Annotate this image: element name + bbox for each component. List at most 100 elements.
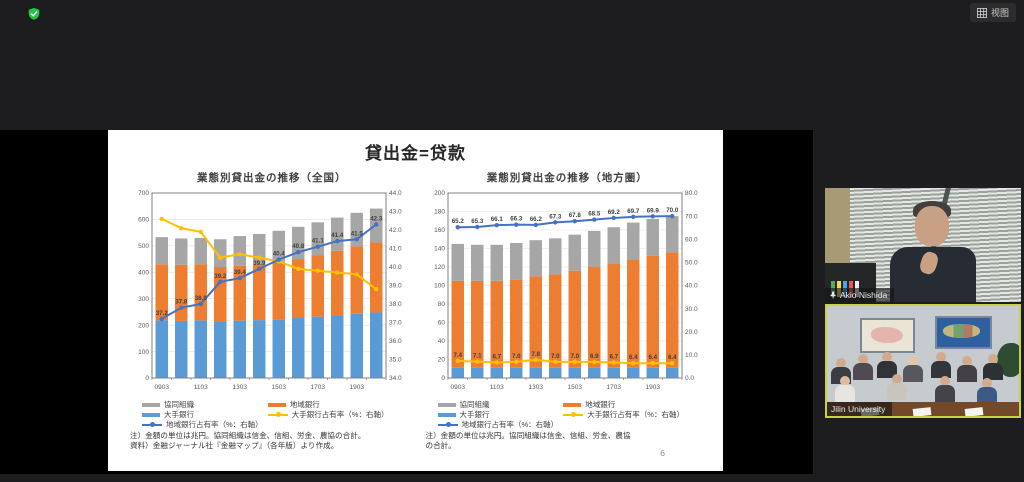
svg-text:1703: 1703 xyxy=(606,384,621,391)
svg-text:66.1: 66.1 xyxy=(490,216,503,223)
legend-item: 大手銀行 xyxy=(437,410,564,419)
classroom-background xyxy=(827,306,1019,416)
legend-label: 協同組織 xyxy=(164,400,194,409)
svg-text:41.5: 41.5 xyxy=(351,230,364,237)
participant-video-panel: Akio Nishida Jilin Universit xyxy=(825,188,1021,420)
svg-text:30.0: 30.0 xyxy=(685,306,698,313)
svg-text:7.0: 7.0 xyxy=(511,353,520,360)
grid-view-icon xyxy=(976,7,987,18)
legend-item: 地域銀行 xyxy=(267,400,416,409)
security-shield-icon[interactable] xyxy=(27,7,41,21)
svg-text:200: 200 xyxy=(434,190,445,197)
svg-text:20: 20 xyxy=(437,357,445,364)
svg-text:41.1: 41.1 xyxy=(312,238,325,245)
svg-text:38.0: 38.0 xyxy=(389,301,402,308)
svg-text:37.2: 37.2 xyxy=(156,310,169,317)
bar-swatch-icon xyxy=(437,412,456,417)
china-wall-map xyxy=(859,318,916,354)
chart-national-title: 業態別貸出金の推移（全国） xyxy=(197,172,347,184)
legend-item: 協同組織 xyxy=(142,400,268,409)
svg-text:70.0: 70.0 xyxy=(685,213,698,220)
legend-label: 地域銀行占有率（%：右軸） xyxy=(461,420,559,429)
svg-text:6.4: 6.4 xyxy=(628,354,637,361)
chart-national-legend: 協同組織 地域銀行大手銀行 大手銀行占有率（%：右軸） 地域銀行占有率（%：右軸） xyxy=(142,400,416,429)
svg-text:39.2: 39.2 xyxy=(214,273,227,280)
legend-label: 地域銀行 xyxy=(289,400,320,409)
svg-text:6.7: 6.7 xyxy=(492,354,501,361)
svg-text:35.0: 35.0 xyxy=(389,357,402,364)
svg-text:140: 140 xyxy=(434,246,445,253)
svg-text:43.0: 43.0 xyxy=(389,209,402,216)
chart-regional-plot: 0 20 40 60 80 100 120 140 160 180 200 0.0 10.0 20.0 30… xyxy=(434,190,698,391)
bar-swatch-icon xyxy=(437,402,456,407)
legend-item: 協同組織 xyxy=(437,400,564,409)
audience-person xyxy=(957,356,977,382)
svg-text:37.8: 37.8 xyxy=(175,299,188,306)
audience-person xyxy=(887,374,907,400)
svg-text:65.3: 65.3 xyxy=(471,218,484,225)
chart-national-plot: 0 100 200 300 400 500 600 700 34.0 35.0 36.0 37.0 38… xyxy=(138,190,402,391)
svg-text:0903: 0903 xyxy=(155,384,170,391)
svg-text:66.2: 66.2 xyxy=(529,216,542,223)
svg-text:34.0: 34.0 xyxy=(389,375,402,382)
svg-text:20.0: 20.0 xyxy=(685,329,698,336)
svg-text:120: 120 xyxy=(434,264,445,271)
slide-page-number: 6 xyxy=(660,448,665,458)
svg-text:0: 0 xyxy=(145,375,149,382)
speaker-face xyxy=(915,206,950,247)
svg-text:1303: 1303 xyxy=(528,384,543,391)
svg-text:42.3: 42.3 xyxy=(370,215,383,222)
svg-text:6.7: 6.7 xyxy=(609,354,618,361)
chart-regional-title: 業態別貸出金の推移（地方圏） xyxy=(486,172,648,184)
svg-text:50.0: 50.0 xyxy=(685,260,698,267)
line-swatch-icon xyxy=(563,412,584,417)
legend-label: 地域銀行 xyxy=(585,400,616,409)
chart-national-note: 注）金額の単位は兆円。協同組織は信金、信組、労金、農協の合計。 資料）金融ジャー… xyxy=(130,431,366,451)
line-swatch-icon xyxy=(142,422,162,427)
line-swatch-icon xyxy=(267,412,288,417)
svg-text:44.0: 44.0 xyxy=(389,190,402,197)
svg-text:38.0: 38.0 xyxy=(195,295,208,302)
svg-text:36.0: 36.0 xyxy=(389,338,402,345)
svg-text:1503: 1503 xyxy=(567,384,582,391)
legend-item: 地域銀行占有率（%：右軸） xyxy=(142,420,268,429)
svg-text:41.4: 41.4 xyxy=(331,232,344,239)
svg-text:7.0: 7.0 xyxy=(570,353,579,360)
svg-text:10.0: 10.0 xyxy=(685,352,698,359)
svg-text:300: 300 xyxy=(138,296,149,303)
view-button[interactable]: 视图 xyxy=(969,3,1016,22)
svg-text:700: 700 xyxy=(138,190,149,197)
svg-text:40: 40 xyxy=(437,338,445,345)
svg-text:1903: 1903 xyxy=(350,384,365,391)
svg-text:69.9: 69.9 xyxy=(646,207,659,214)
svg-text:60.0: 60.0 xyxy=(685,236,698,243)
legend-label: 協同組織 xyxy=(459,400,490,409)
chart-regional-legend: 協同組織 地域銀行大手銀行 大手銀行占有率（%：右軸） 地域銀行占有率（%：右軸） xyxy=(437,400,712,429)
legend-label: 大手銀行 xyxy=(164,410,194,419)
video-tile-akio-nishida[interactable]: Akio Nishida xyxy=(825,188,1021,302)
video-tile-jilin-university[interactable]: Jilin University xyxy=(825,304,1021,418)
paper-sheet xyxy=(912,406,932,416)
world-wall-map xyxy=(934,315,993,349)
legend-label: 地域銀行占有率（%：右軸） xyxy=(166,420,263,429)
legend-label: 大手銀行占有率（%：右軸） xyxy=(291,410,389,419)
legend-item: 地域銀行占有率（%：右軸） xyxy=(437,420,564,429)
audience-person xyxy=(935,376,955,402)
view-button-label: 视图 xyxy=(990,8,1009,18)
svg-text:0903: 0903 xyxy=(450,384,465,391)
svg-text:40.4: 40.4 xyxy=(273,251,286,258)
svg-text:80: 80 xyxy=(437,301,445,308)
svg-text:40.0: 40.0 xyxy=(685,283,698,290)
svg-text:67.8: 67.8 xyxy=(568,212,581,219)
audience-person xyxy=(977,378,997,404)
legend-item: 大手銀行占有率（%：右軸） xyxy=(563,410,711,419)
svg-text:69.2: 69.2 xyxy=(607,209,620,216)
bar-swatch-icon xyxy=(267,402,286,407)
bar-swatch-icon xyxy=(563,402,582,407)
svg-text:6.9: 6.9 xyxy=(589,353,598,360)
svg-text:160: 160 xyxy=(434,227,445,234)
svg-text:100: 100 xyxy=(434,283,445,290)
svg-text:69.7: 69.7 xyxy=(627,208,640,215)
participant-name: Jilin University xyxy=(831,404,886,414)
office-background xyxy=(825,188,1021,302)
